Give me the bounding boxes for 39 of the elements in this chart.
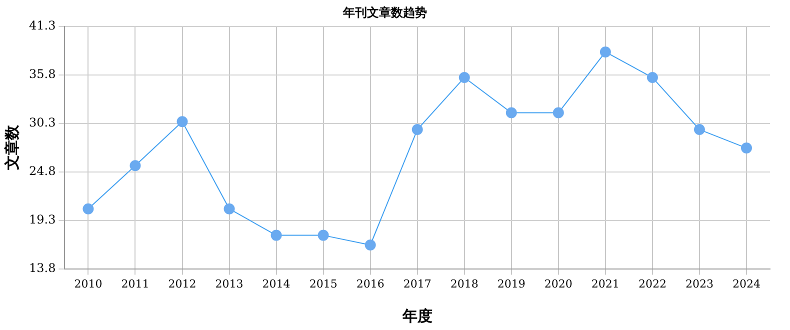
point [176,116,188,128]
y-tick-label: 24.8 [29,164,56,178]
x-tick-label: 2023 [685,277,714,290]
x-tick-label: 2014 [262,277,290,290]
x-tick-label: 2010 [74,277,102,290]
y-tick-label: 41.3 [29,18,56,33]
y-tick-label: 30.3 [29,115,56,130]
point [506,107,517,118]
point [364,240,376,250]
point [82,203,94,214]
point [458,72,470,84]
x-tick-label: 2019 [497,277,526,290]
x-tick-label: 2020 [544,277,572,290]
point [694,124,705,136]
x-tick-label: 2018 [450,277,478,290]
y-axis-title: 文章数 [2,124,21,172]
x-tick-label: 2021 [591,277,620,290]
point [740,142,752,154]
x-tick-label: 2017 [403,277,432,290]
point [600,46,611,58]
x-tick-label: 2015 [309,277,338,290]
x-axis-title: 年度 [401,306,432,325]
point [552,107,564,118]
x-tick-label: 2016 [356,277,384,290]
x-tick-label: 2013 [215,277,244,290]
point [130,160,141,172]
x-tick-label: 2011 [121,277,150,290]
y-tick-label: 19.3 [29,212,56,226]
point [270,230,282,241]
point [318,230,329,241]
y-tick-label: 35.8 [29,67,56,82]
y-tick-label: 13.8 [29,260,56,275]
point [646,72,658,84]
x-tick-label: 2012 [168,277,196,290]
x-tick-label: 2022 [638,277,666,290]
x-tick-label: 2024 [732,277,760,290]
chart-title: 年刊文章数趋势 [342,5,427,20]
point [412,124,423,136]
point [224,203,235,214]
